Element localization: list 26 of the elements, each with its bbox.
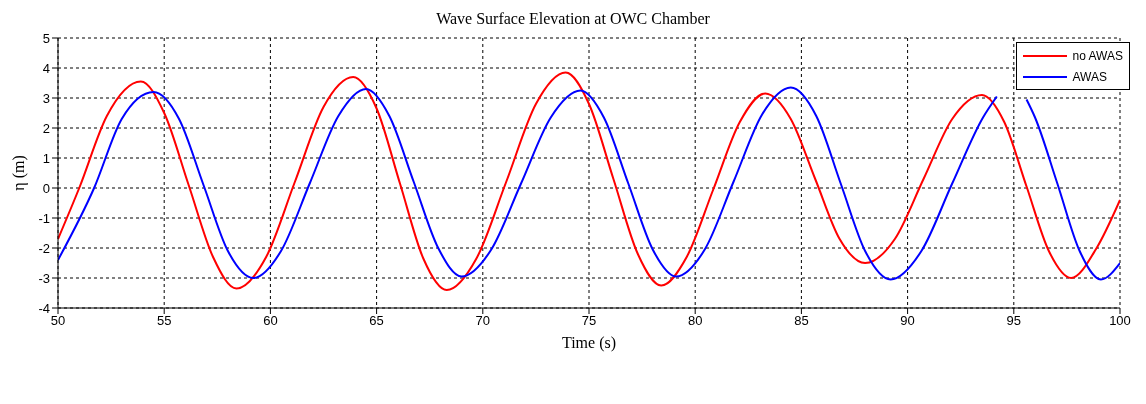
- y-tick-label: 0: [42, 180, 50, 196]
- x-tick-label: 85: [794, 313, 809, 329]
- legend-label: AWAS: [1072, 69, 1107, 84]
- y-tick-label: 2: [42, 120, 50, 136]
- x-tick-label: 80: [687, 313, 703, 329]
- x-tick-label: 90: [900, 313, 915, 329]
- y-axis-title: η (m): [9, 155, 28, 191]
- x-tick-label: 50: [50, 313, 66, 329]
- x-tick-label: 65: [369, 313, 384, 329]
- y-tick-label: -4: [38, 300, 50, 316]
- y-tick-label: 5: [42, 30, 50, 46]
- x-tick-label: 75: [581, 313, 597, 329]
- x-tick-label: 70: [475, 313, 491, 329]
- x-axis-title: Time (s): [561, 334, 617, 352]
- y-tick-label: 3: [42, 90, 50, 106]
- x-tick-label: 55: [156, 313, 172, 329]
- y-tick-label: 1: [42, 150, 50, 166]
- y-tick-label: 4: [42, 60, 50, 76]
- y-tick-label: -3: [38, 270, 50, 286]
- x-tick-label: 60: [263, 313, 278, 329]
- x-tick-label: 95: [1006, 313, 1022, 329]
- legend-label: no AWAS: [1072, 48, 1123, 63]
- y-tick-label: -2: [38, 240, 50, 256]
- x-tick-label: 100: [1109, 313, 1131, 329]
- chart-title: Wave Surface Elevation at OWC Chamber: [435, 9, 711, 29]
- y-tick-label: -1: [38, 210, 50, 226]
